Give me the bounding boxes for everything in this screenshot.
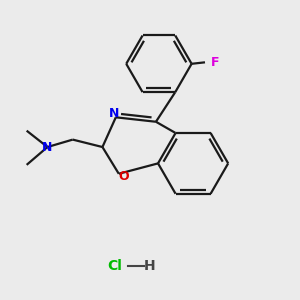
Text: F: F (211, 56, 219, 69)
Text: Cl: Cl (107, 259, 122, 273)
Text: N: N (42, 140, 52, 154)
Text: N: N (109, 107, 119, 120)
Text: H: H (144, 259, 156, 273)
Text: O: O (119, 170, 130, 183)
